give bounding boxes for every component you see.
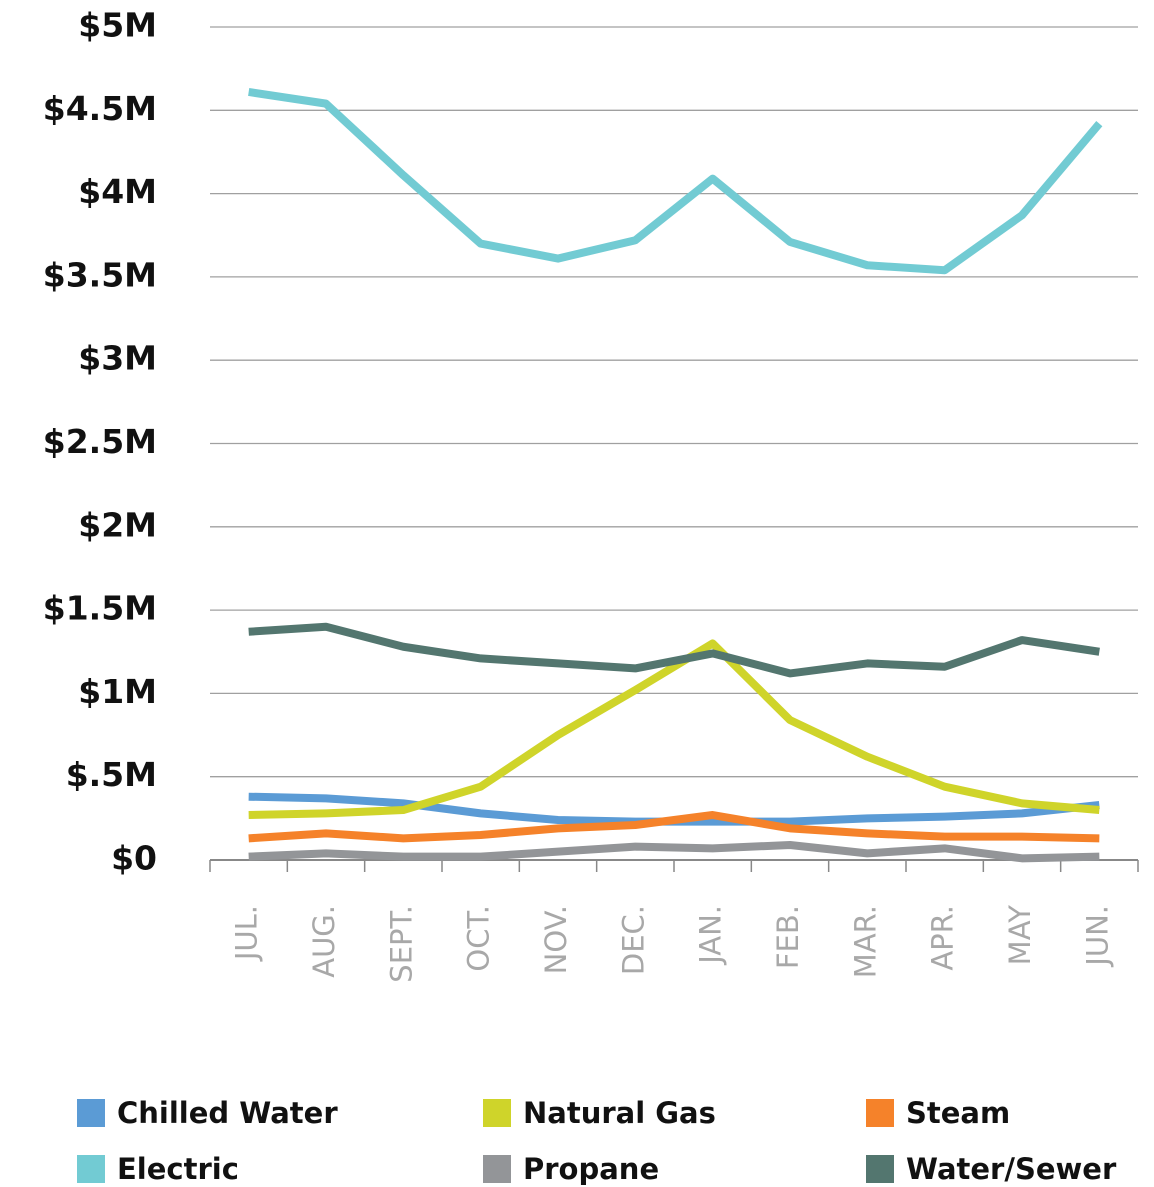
x-tick-label: FEB. [771, 905, 805, 969]
series-line [248, 622, 1100, 678]
y-tick-label: $1M [78, 672, 157, 711]
y-tick-label: $2M [78, 505, 157, 544]
legend-label: Water/Sewer [906, 1152, 1117, 1186]
legend-label: Chilled Water [117, 1096, 338, 1130]
y-tick-label: $0 [111, 839, 157, 878]
x-tick-label: APR. [926, 905, 960, 971]
legend-swatch [77, 1155, 105, 1183]
legend-swatch [866, 1155, 894, 1183]
x-tick-label: JUN. [1080, 905, 1114, 968]
series-line [248, 841, 1100, 863]
series-line [248, 88, 1103, 275]
series-line [248, 639, 1100, 820]
x-tick-label: DEC. [616, 905, 650, 975]
legend-swatch [77, 1099, 105, 1127]
legend-label: Natural Gas [523, 1096, 716, 1130]
legend-label: Electric [117, 1152, 239, 1186]
y-tick-label: $2.5M [43, 422, 157, 461]
x-tick-label: AUG. [307, 905, 341, 978]
legend-label: Steam [906, 1096, 1010, 1130]
y-tick-label: $.5M [66, 755, 157, 794]
y-tick-label: $1.5M [43, 589, 157, 628]
legend-swatch [483, 1155, 511, 1183]
y-tick-label: $3.5M [43, 255, 157, 294]
series-line [248, 811, 1100, 843]
y-tick-label: $4M [78, 172, 157, 211]
x-tick-label: OCT. [462, 905, 496, 972]
x-tick-label: MAR. [848, 905, 882, 978]
x-tick-label: JAN. [694, 905, 728, 966]
legend-swatch [483, 1099, 511, 1127]
x-tick-label: NOV. [539, 905, 573, 974]
legend-label: Propane [523, 1152, 659, 1186]
y-tick-label: $3M [78, 339, 157, 378]
legend-swatch [866, 1099, 894, 1127]
x-tick-label: MAY [1003, 905, 1037, 966]
y-tick-label: $5M [78, 6, 157, 45]
x-tick-label: JUL. [230, 905, 264, 962]
x-tick-label: SEPT. [384, 905, 418, 983]
y-tick-label: $4.5M [43, 89, 157, 128]
